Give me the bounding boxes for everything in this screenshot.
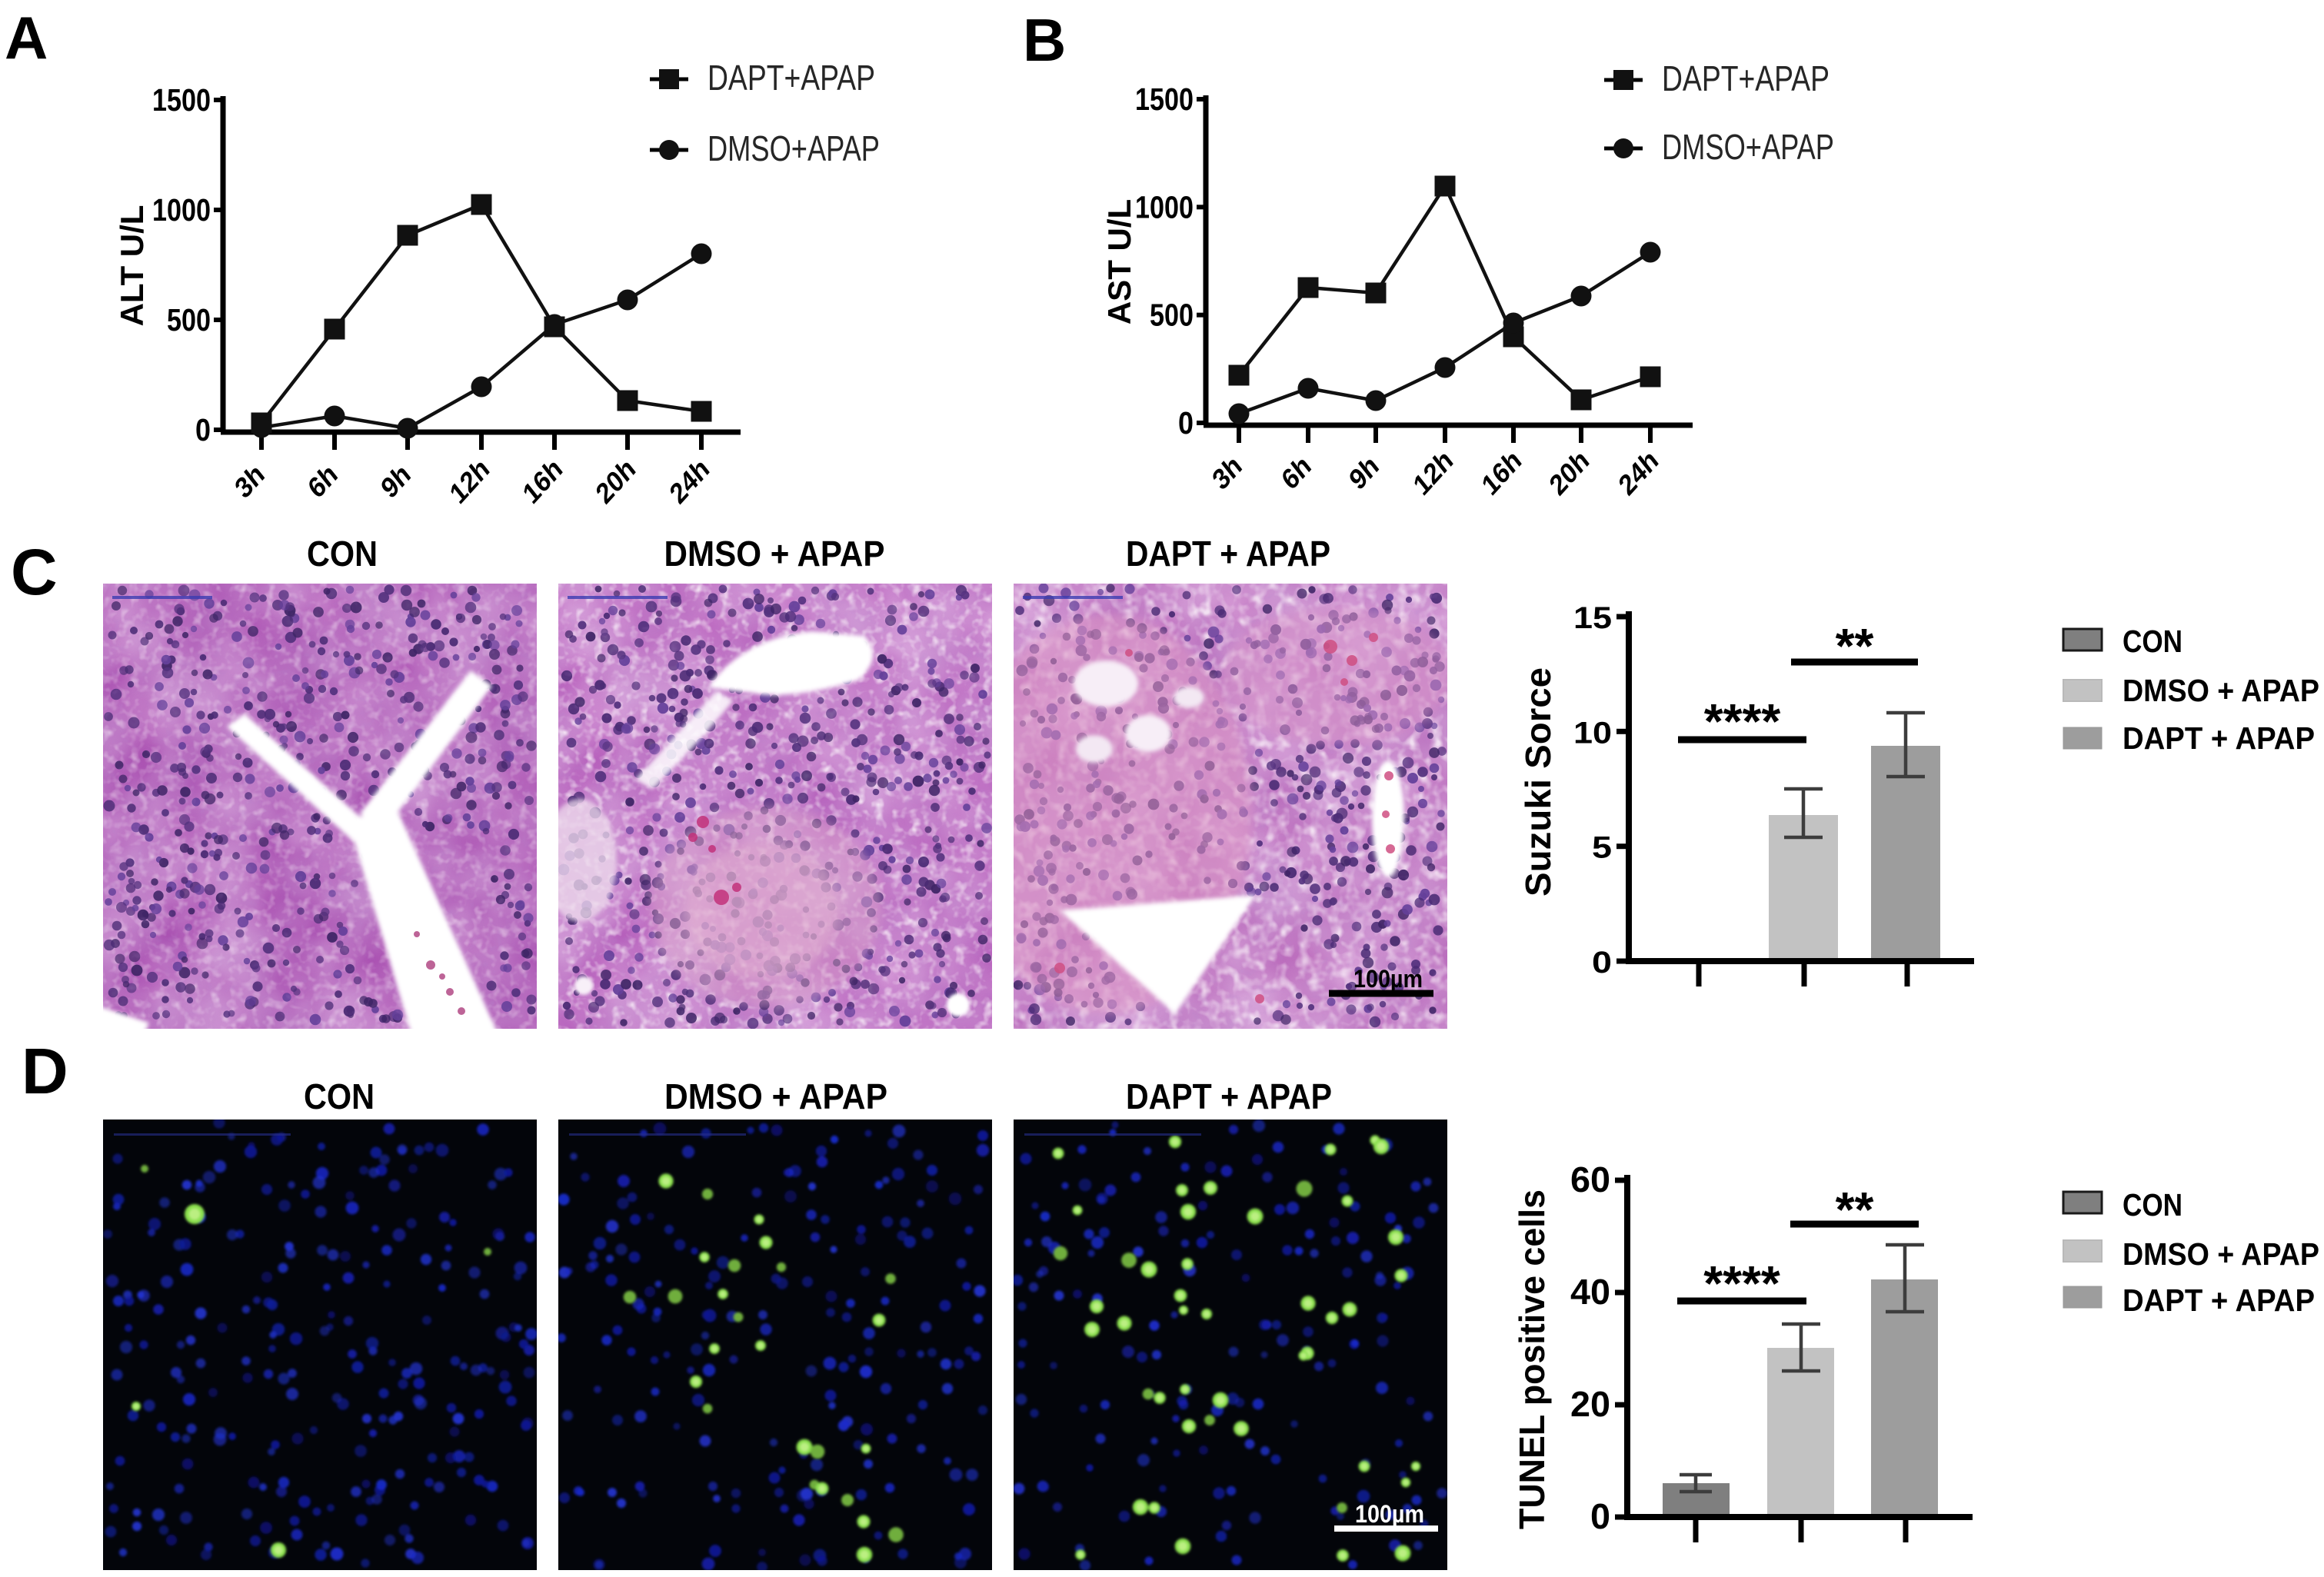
- svg-text:**: **: [1836, 618, 1874, 674]
- svg-text:****: ****: [1704, 694, 1781, 749]
- svg-text:DMSO + APAP: DMSO + APAP: [2123, 1236, 2319, 1272]
- svg-text:DAPT+APAP: DAPT+APAP: [1662, 58, 1830, 98]
- svg-text:**: **: [1836, 1182, 1874, 1237]
- svg-text:DAPT + APAP: DAPT + APAP: [1126, 534, 1330, 574]
- svg-text:60: 60: [1570, 1159, 1610, 1199]
- svg-text:CON: CON: [304, 1076, 375, 1116]
- svg-text:1000: 1000: [152, 192, 211, 228]
- svg-text:A: A: [5, 4, 48, 72]
- svg-text:1500: 1500: [152, 82, 211, 118]
- svg-text:ALT U/L: ALT U/L: [114, 205, 150, 327]
- svg-text:C: C: [11, 536, 58, 608]
- svg-text:CON: CON: [2123, 624, 2182, 659]
- svg-text:500: 500: [167, 302, 211, 338]
- svg-text:CON: CON: [2123, 1187, 2182, 1223]
- svg-text:40: 40: [1570, 1272, 1610, 1312]
- svg-text:Suzuki Sorce: Suzuki Sorce: [1518, 667, 1558, 897]
- svg-text:****: ****: [1703, 1256, 1780, 1311]
- svg-text:100µm: 100µm: [1353, 965, 1423, 993]
- svg-text:AST U/L: AST U/L: [1101, 199, 1137, 324]
- svg-text:500: 500: [1150, 298, 1194, 333]
- svg-text:100µm: 100µm: [1355, 1500, 1424, 1528]
- svg-text:0: 0: [1592, 946, 1612, 980]
- svg-text:DAPT + APAP: DAPT + APAP: [2123, 1283, 2315, 1318]
- svg-text:20: 20: [1570, 1384, 1610, 1424]
- svg-text:DAPT + APAP: DAPT + APAP: [2123, 720, 2315, 756]
- svg-text:0: 0: [195, 412, 211, 447]
- svg-text:DMSO+APAP: DMSO+APAP: [708, 128, 880, 168]
- svg-text:0: 0: [1178, 405, 1194, 441]
- svg-text:DMSO + APAP: DMSO + APAP: [664, 534, 885, 574]
- svg-text:DAPT+APAP: DAPT+APAP: [708, 58, 875, 98]
- svg-text:D: D: [22, 1035, 68, 1107]
- svg-text:TUNEL positive cells: TUNEL positive cells: [1512, 1189, 1552, 1529]
- svg-text:0: 0: [1590, 1496, 1610, 1536]
- svg-text:B: B: [1023, 6, 1066, 74]
- svg-text:CON: CON: [307, 534, 378, 574]
- svg-text:DMSO+APAP: DMSO+APAP: [1662, 127, 1834, 167]
- svg-text:10: 10: [1573, 716, 1612, 750]
- svg-text:5: 5: [1592, 831, 1612, 865]
- svg-text:15: 15: [1573, 601, 1612, 635]
- svg-text:1000: 1000: [1135, 189, 1194, 225]
- svg-text:DMSO + APAP: DMSO + APAP: [664, 1076, 887, 1116]
- svg-text:DMSO + APAP: DMSO + APAP: [2123, 673, 2319, 708]
- svg-text:1500: 1500: [1135, 82, 1194, 117]
- svg-text:DAPT + APAP: DAPT + APAP: [1126, 1076, 1332, 1116]
